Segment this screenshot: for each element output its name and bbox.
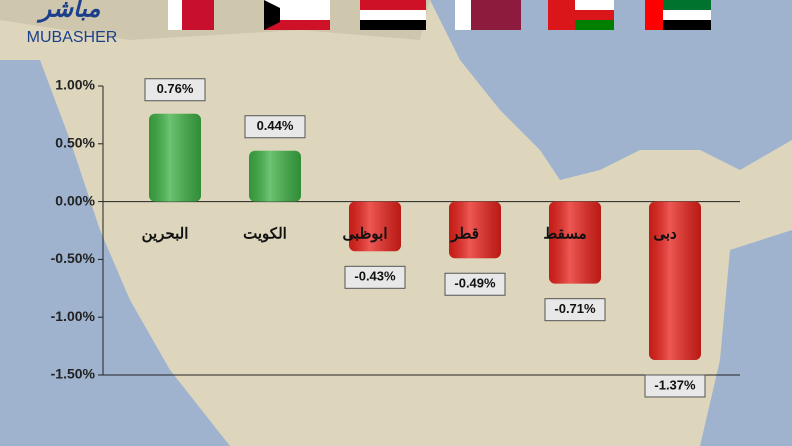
value-label: 0.44% xyxy=(257,118,294,133)
category-label: دبى xyxy=(653,226,677,243)
value-label-box xyxy=(144,78,206,102)
bar-shade xyxy=(549,201,601,284)
bar-shade xyxy=(249,150,301,202)
value-label: -1.37% xyxy=(654,377,696,392)
gulf xyxy=(430,0,792,180)
bar-shade xyxy=(149,113,201,202)
value-label-box xyxy=(544,298,606,322)
flags xyxy=(168,0,711,30)
bar-shade xyxy=(349,201,401,252)
category-label: قطر xyxy=(450,226,479,243)
value-label: -0.43% xyxy=(354,269,396,284)
logo-arabic: مباشر xyxy=(36,0,101,23)
value-label-box xyxy=(644,374,706,398)
red-sea xyxy=(0,60,230,446)
y-tick-label: -1.50% xyxy=(51,366,96,382)
value-label: 0.76% xyxy=(157,81,194,96)
category-label: الكويت xyxy=(243,226,287,243)
value-label-box xyxy=(244,115,306,139)
value-label-box xyxy=(444,272,506,296)
category-label: ابوظبى xyxy=(342,226,387,243)
y-tick-label: 0.00% xyxy=(55,192,95,208)
bar-shade xyxy=(649,201,701,360)
bar-shade xyxy=(449,201,501,259)
y-tick-label: -1.00% xyxy=(51,308,96,324)
value-label: -0.49% xyxy=(454,276,496,291)
category-label: البحرين xyxy=(142,226,189,243)
value-label-box xyxy=(344,265,406,289)
logo-text: MUBASHER xyxy=(27,29,118,46)
y-tick-label: 1.00% xyxy=(55,77,95,93)
arabian-sea xyxy=(700,230,792,446)
y-tick-label: 0.50% xyxy=(55,135,95,151)
value-label: -0.71% xyxy=(554,301,596,316)
y-tick-label: -0.50% xyxy=(51,250,96,266)
category-label: مسقط xyxy=(543,226,586,243)
